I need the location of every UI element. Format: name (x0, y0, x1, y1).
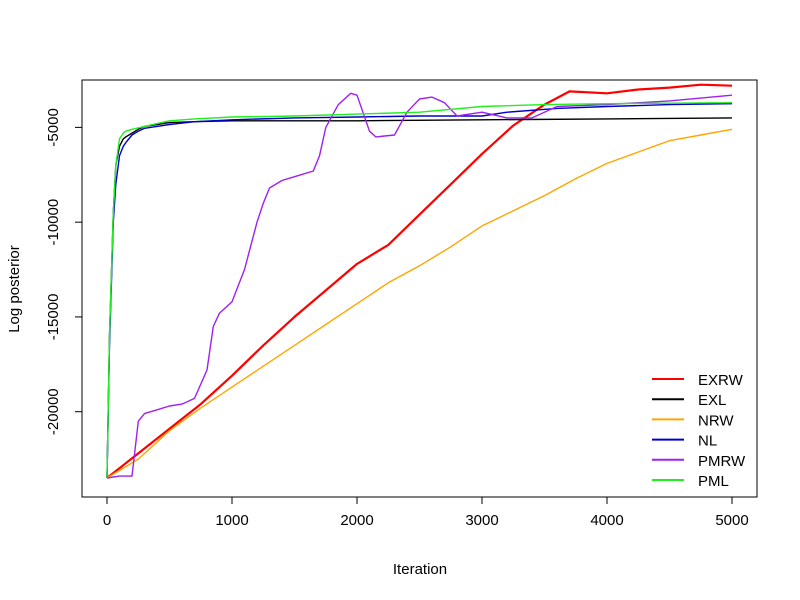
series-line-pml (106, 102, 733, 479)
series-group (106, 83, 733, 479)
x-tick-label: 5000 (715, 512, 748, 529)
x-axis: 0 1000 2000 3000 4000 5000 (103, 496, 749, 529)
y-axis-label: Log posterior (6, 245, 23, 333)
legend-label-nl: NL (698, 433, 717, 450)
series-line-nrw (106, 128, 733, 479)
y-axis: -20000 -15000 -10000 -5000 (45, 108, 83, 435)
legend-label-exrw: EXRW (698, 372, 744, 389)
legend: EXRW EXL NRW NL PMRW PML (652, 372, 746, 490)
series-line-nl (106, 103, 733, 479)
y-tick-label: -5000 (45, 108, 62, 146)
legend-label-pml: PML (698, 473, 729, 490)
legend-label-nrw: NRW (698, 412, 734, 429)
legend-label-exl: EXL (698, 392, 726, 409)
x-tick-label: 3000 (465, 512, 498, 529)
x-tick-label: 0 (103, 512, 111, 529)
series-line-exrw (106, 83, 733, 479)
plot-frame (81, 79, 758, 498)
x-tick-label: 2000 (340, 512, 373, 529)
series-line-exl (106, 117, 733, 479)
x-tick-label: 1000 (215, 512, 248, 529)
x-axis-label: Iteration (393, 561, 447, 578)
y-tick-label: -20000 (45, 388, 62, 435)
x-tick-label: 4000 (590, 512, 623, 529)
legend-label-pmrw: PMRW (698, 453, 746, 470)
y-tick-label: -10000 (45, 199, 62, 246)
y-tick-label: -15000 (45, 294, 62, 341)
series-line-pmrw (106, 92, 733, 479)
